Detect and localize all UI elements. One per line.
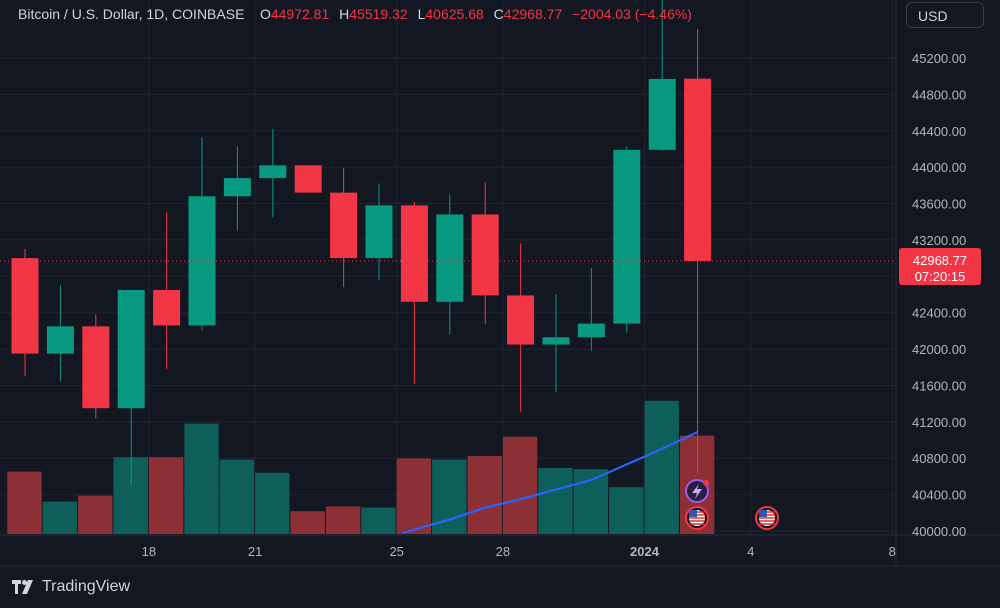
candle-body	[648, 78, 676, 150]
volume-bar	[42, 501, 78, 534]
candle-body	[436, 214, 464, 302]
high-label: H	[339, 6, 350, 22]
price-tick-label: 43600.00	[912, 197, 966, 212]
candle-body	[400, 205, 428, 302]
lightning-bolt	[692, 484, 702, 499]
volume-bar	[432, 459, 467, 534]
volume-bar	[573, 469, 609, 534]
currency-button[interactable]: USD	[906, 2, 984, 28]
symbol-name: Bitcoin / U.S. Dollar, 1D, COINBASE	[18, 6, 245, 22]
candle-body	[684, 78, 712, 261]
price-tick-label: 45200.00	[912, 51, 966, 66]
price-tick-label: 40800.00	[912, 451, 966, 466]
symbol-legend: Bitcoin / U.S. Dollar, 1D, COINBASE O449…	[18, 6, 698, 22]
candle-body	[223, 178, 251, 197]
candle-body	[117, 289, 145, 409]
change-value: −2004.03 (−4.46%)	[572, 6, 692, 22]
lightning-dot	[703, 480, 709, 486]
volume-bar	[255, 472, 290, 534]
volume-bar	[325, 506, 361, 534]
volume-bar	[502, 436, 538, 534]
volume-bar	[148, 457, 184, 534]
volume-bar	[467, 456, 502, 534]
candle-body	[613, 149, 641, 324]
volume-bar	[644, 400, 679, 534]
candle-body	[507, 295, 535, 345]
close-label: C	[493, 6, 504, 22]
candle-body	[294, 165, 322, 193]
volume-ma-line	[402, 431, 699, 535]
candles	[11, 0, 712, 486]
volume-bar	[609, 487, 644, 534]
price-tick-label: 43200.00	[912, 233, 966, 248]
price-tick-label: 44800.00	[912, 87, 966, 102]
open-label: O	[259, 6, 271, 22]
price-tick-label: 41600.00	[912, 378, 966, 393]
us-flag-event-icon	[685, 506, 709, 530]
time-tick-label: 18	[142, 544, 156, 559]
flag-canton	[689, 510, 697, 517]
volume-bar	[396, 458, 432, 534]
candle-body	[365, 205, 393, 259]
candle-body	[330, 192, 358, 259]
time-tick-label: 8	[889, 544, 896, 559]
flag-canton	[759, 510, 767, 517]
time-tick-label: 4	[747, 544, 754, 559]
candle-body	[46, 326, 74, 354]
last-price-countdown: 07:20:15	[915, 269, 966, 284]
candle-body	[11, 258, 39, 354]
open-value: 44972.81	[270, 6, 330, 22]
price-tick-label: 42400.00	[912, 306, 966, 321]
time-tick-label: 21	[248, 544, 262, 559]
volume-bar	[290, 511, 325, 534]
volume-bars	[7, 400, 715, 535]
price-tick-label: 44000.00	[912, 160, 966, 175]
us-flag-event-icon	[755, 506, 779, 530]
low-value: 40625.68	[425, 6, 484, 22]
time-tick-label: 2024	[630, 544, 660, 559]
candle-body	[259, 165, 287, 179]
low-label: L	[417, 6, 426, 22]
volume-bar	[78, 495, 113, 534]
brand-name: TradingView	[42, 578, 131, 595]
price-tick-label: 40400.00	[912, 488, 966, 503]
last-price-badge-bg	[899, 247, 981, 285]
high-value: 45519.32	[349, 6, 408, 22]
candle-body	[153, 289, 181, 326]
close-value: 42968.77	[503, 6, 563, 22]
tradingview-brand[interactable]: TradingView	[12, 578, 130, 596]
tradingview-logo-icon	[12, 580, 33, 594]
volume-bar	[219, 459, 255, 534]
price-tick-label: 42000.00	[912, 342, 966, 357]
price-tick-label: 40000.00	[912, 524, 966, 539]
time-tick-label: 28	[496, 544, 510, 559]
candle-body	[577, 323, 605, 338]
volume-bar	[7, 471, 42, 534]
price-tick-label: 41200.00	[912, 415, 966, 430]
candle-body	[82, 326, 110, 409]
candle-body	[542, 337, 570, 345]
volume-bar	[361, 507, 396, 534]
volume-bar	[184, 423, 219, 534]
volume-bar	[538, 468, 573, 534]
lightning-event-icon	[685, 479, 709, 503]
price-tick-label: 44400.00	[912, 124, 966, 139]
time-tick-label: 25	[389, 544, 403, 559]
last-price-value: 42968.77	[913, 253, 967, 268]
candle-body	[471, 214, 499, 296]
